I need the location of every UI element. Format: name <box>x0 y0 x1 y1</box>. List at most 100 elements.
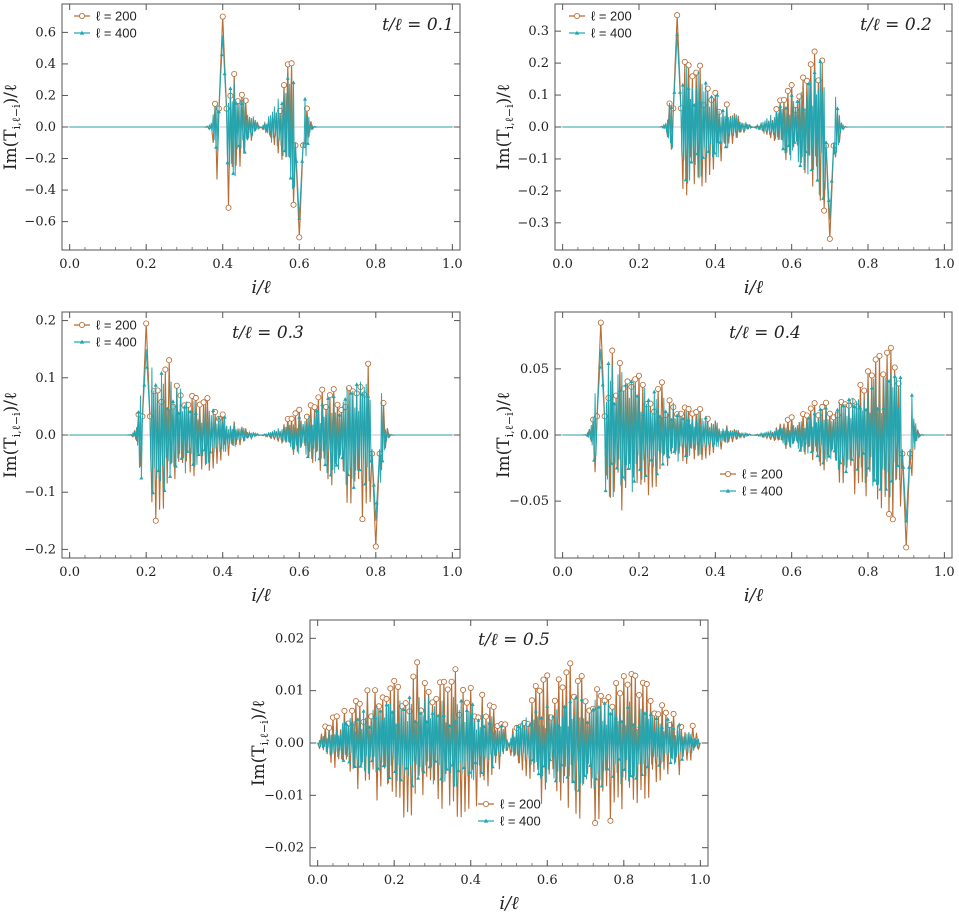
y-tick-label: 0.6 <box>35 25 56 40</box>
data-point <box>792 140 797 144</box>
data-point <box>576 787 581 792</box>
data-point <box>884 486 889 491</box>
x-tick-label: 0.0 <box>59 565 80 580</box>
data-point <box>231 70 238 77</box>
data-point <box>703 80 708 85</box>
data-point <box>632 672 639 679</box>
data-point <box>786 143 791 148</box>
data-point <box>812 70 817 75</box>
data-point <box>326 392 333 399</box>
data-point <box>568 699 573 704</box>
data-point <box>219 13 226 20</box>
data-point <box>407 695 412 699</box>
data-point <box>191 462 196 466</box>
data-point <box>444 766 449 771</box>
data-point <box>429 699 436 706</box>
data-point <box>326 724 333 731</box>
legend-marker <box>725 488 731 493</box>
legend-label: ℓ = 400 <box>591 26 632 41</box>
y-tick-label: −0.6 <box>24 215 56 230</box>
data-point <box>331 394 336 399</box>
data-point <box>841 403 846 408</box>
data-point <box>628 773 633 778</box>
data-point <box>891 364 898 371</box>
data-point <box>809 167 814 172</box>
x-tick-label: 1.0 <box>442 257 463 272</box>
data-point <box>844 469 849 474</box>
data-point <box>179 456 184 460</box>
data-point <box>159 371 164 375</box>
data-point <box>356 700 363 707</box>
y-tick-label: 0.2 <box>35 314 56 329</box>
data-point <box>594 686 601 693</box>
legend: ℓ = 200 ℓ = 400 <box>569 9 632 41</box>
legend: ℓ = 200 ℓ = 400 <box>74 9 137 41</box>
y-tick-label: 0.0 <box>35 428 56 443</box>
legend-marker <box>79 339 85 344</box>
data-point <box>715 92 720 97</box>
data-point <box>709 94 714 99</box>
data-point <box>657 762 662 767</box>
data-point <box>606 361 611 365</box>
y-tick-label: 0.0 <box>35 120 56 135</box>
data-point <box>821 460 826 465</box>
data-point <box>783 105 788 110</box>
data-point <box>861 387 868 394</box>
data-point <box>666 397 673 404</box>
x-axis-label: i/ℓ <box>744 585 764 606</box>
data-point <box>646 397 651 402</box>
data-point <box>202 447 207 452</box>
x-tick-label: 0.4 <box>705 565 726 580</box>
data-point <box>681 58 688 65</box>
data-point <box>296 406 303 413</box>
data-point <box>605 694 612 701</box>
data-point <box>314 408 319 413</box>
data-point <box>204 395 211 402</box>
data-point <box>706 149 711 153</box>
data-point <box>551 714 556 719</box>
data-point <box>594 776 599 781</box>
data-point <box>675 413 680 417</box>
data-point <box>421 769 426 774</box>
data-point <box>354 382 359 386</box>
data-point <box>603 488 608 493</box>
data-point <box>401 707 406 711</box>
y-tick-label: −0.2 <box>24 542 56 557</box>
legend-marker <box>79 12 86 19</box>
data-point <box>662 709 669 716</box>
data-point <box>876 352 883 359</box>
data-point <box>563 669 570 676</box>
data-point <box>811 400 818 407</box>
data-point <box>440 678 447 685</box>
data-point <box>866 465 871 470</box>
data-point <box>683 177 688 182</box>
y-tick-label: 0.1 <box>528 88 549 103</box>
y-axis-label: Im(Ti,ℓ−i)/ℓ <box>1 84 23 170</box>
data-point <box>647 400 654 407</box>
data-point <box>536 771 541 776</box>
y-tick-label: −0.2 <box>24 152 56 167</box>
data-point <box>637 724 642 729</box>
data-point <box>826 453 831 458</box>
data-point <box>660 725 665 729</box>
data-point <box>720 108 725 113</box>
data-point <box>364 687 371 694</box>
data-point <box>473 760 478 765</box>
data-point <box>375 766 380 770</box>
data-point <box>824 140 829 144</box>
data-point <box>366 394 371 398</box>
data-point <box>801 106 806 111</box>
data-point <box>838 460 843 465</box>
data-point <box>907 465 912 469</box>
data-point <box>433 695 440 702</box>
x-tick-label: 0.2 <box>629 565 650 580</box>
panel-annotation: t/ℓ = 0.4 <box>729 323 801 343</box>
data-point <box>824 405 829 410</box>
data-point <box>634 775 639 780</box>
data-point <box>689 159 694 164</box>
data-point <box>635 372 642 379</box>
data-point <box>872 477 877 482</box>
data-point <box>300 159 305 163</box>
legend-marker <box>483 818 489 823</box>
